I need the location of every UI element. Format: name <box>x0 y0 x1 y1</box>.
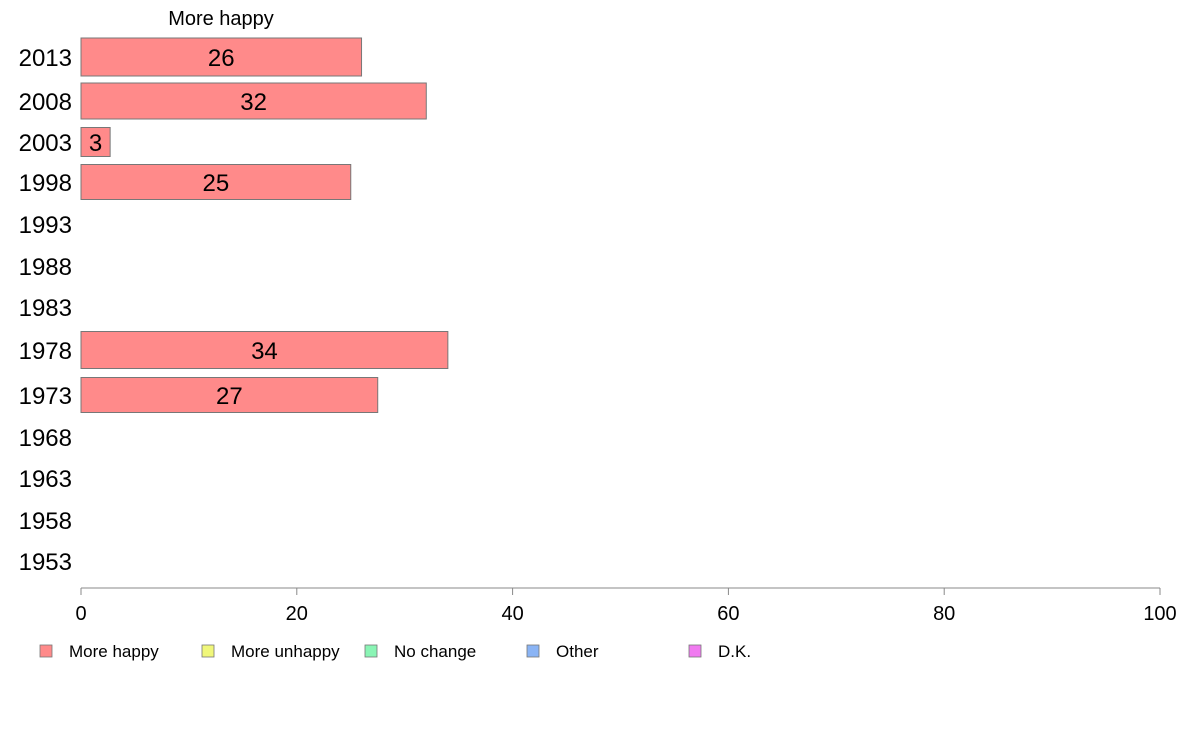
bar-1998 <box>80 164 352 200</box>
bar-1973 <box>80 377 379 413</box>
bar-2013 <box>80 37 363 77</box>
year-label-1978: 1978 <box>19 338 72 365</box>
bar-value-2003: 3 <box>89 130 102 157</box>
bar-value-1973: 27 <box>216 383 243 410</box>
legend-label-1: More happy <box>69 642 159 661</box>
legend-swatch-1 <box>39 644 53 658</box>
year-label-2013: 2013 <box>19 45 72 72</box>
x-tick-label-60: 60 <box>717 603 739 625</box>
legend: More happy More unhappy No change Other D.K. <box>39 642 751 661</box>
bar-value-2008: 32 <box>240 89 267 116</box>
x-tick-label-20: 20 <box>286 603 308 625</box>
x-tick-label-0: 0 <box>75 603 86 625</box>
year-label-1993: 1993 <box>19 212 72 239</box>
year-label-1998: 1998 <box>19 170 72 197</box>
year-label-1973: 1973 <box>19 383 72 410</box>
legend-label-4: Other <box>556 642 599 661</box>
year-labels: 2013 2008 2003 1998 1993 1988 1983 1978 1973 1968… <box>19 45 72 576</box>
year-label-1968: 1968 <box>19 425 72 452</box>
year-label-2003: 2003 <box>19 130 72 157</box>
legend-label-2: More unhappy <box>231 642 340 661</box>
bars <box>80 37 449 413</box>
legend-swatch-2 <box>201 644 215 658</box>
x-tick-label-80: 80 <box>933 603 955 625</box>
x-tick-label-40: 40 <box>501 603 523 625</box>
legend-label-5: D.K. <box>718 642 751 661</box>
x-axis: 0 20 40 60 80 100 <box>75 587 1177 625</box>
year-label-1963: 1963 <box>19 466 72 493</box>
series-title: More happy <box>168 8 274 30</box>
legend-swatch-5 <box>688 644 702 658</box>
x-tick-label-100: 100 <box>1143 603 1176 625</box>
bar-2003 <box>80 127 111 157</box>
legend-swatch-4 <box>526 644 540 658</box>
bar-2008 <box>80 82 427 120</box>
legend-swatch-3 <box>364 644 378 658</box>
bar-value-1978: 34 <box>251 338 278 365</box>
year-label-1983: 1983 <box>19 295 72 322</box>
year-label-1988: 1988 <box>19 254 72 281</box>
bar-value-1998: 25 <box>203 170 230 197</box>
year-label-2008: 2008 <box>19 89 72 116</box>
bar-1978 <box>80 331 449 369</box>
year-label-1958: 1958 <box>19 508 72 535</box>
bar-value-2013: 26 <box>208 45 235 72</box>
year-label-1953: 1953 <box>19 549 72 576</box>
legend-label-3: No change <box>394 642 476 661</box>
